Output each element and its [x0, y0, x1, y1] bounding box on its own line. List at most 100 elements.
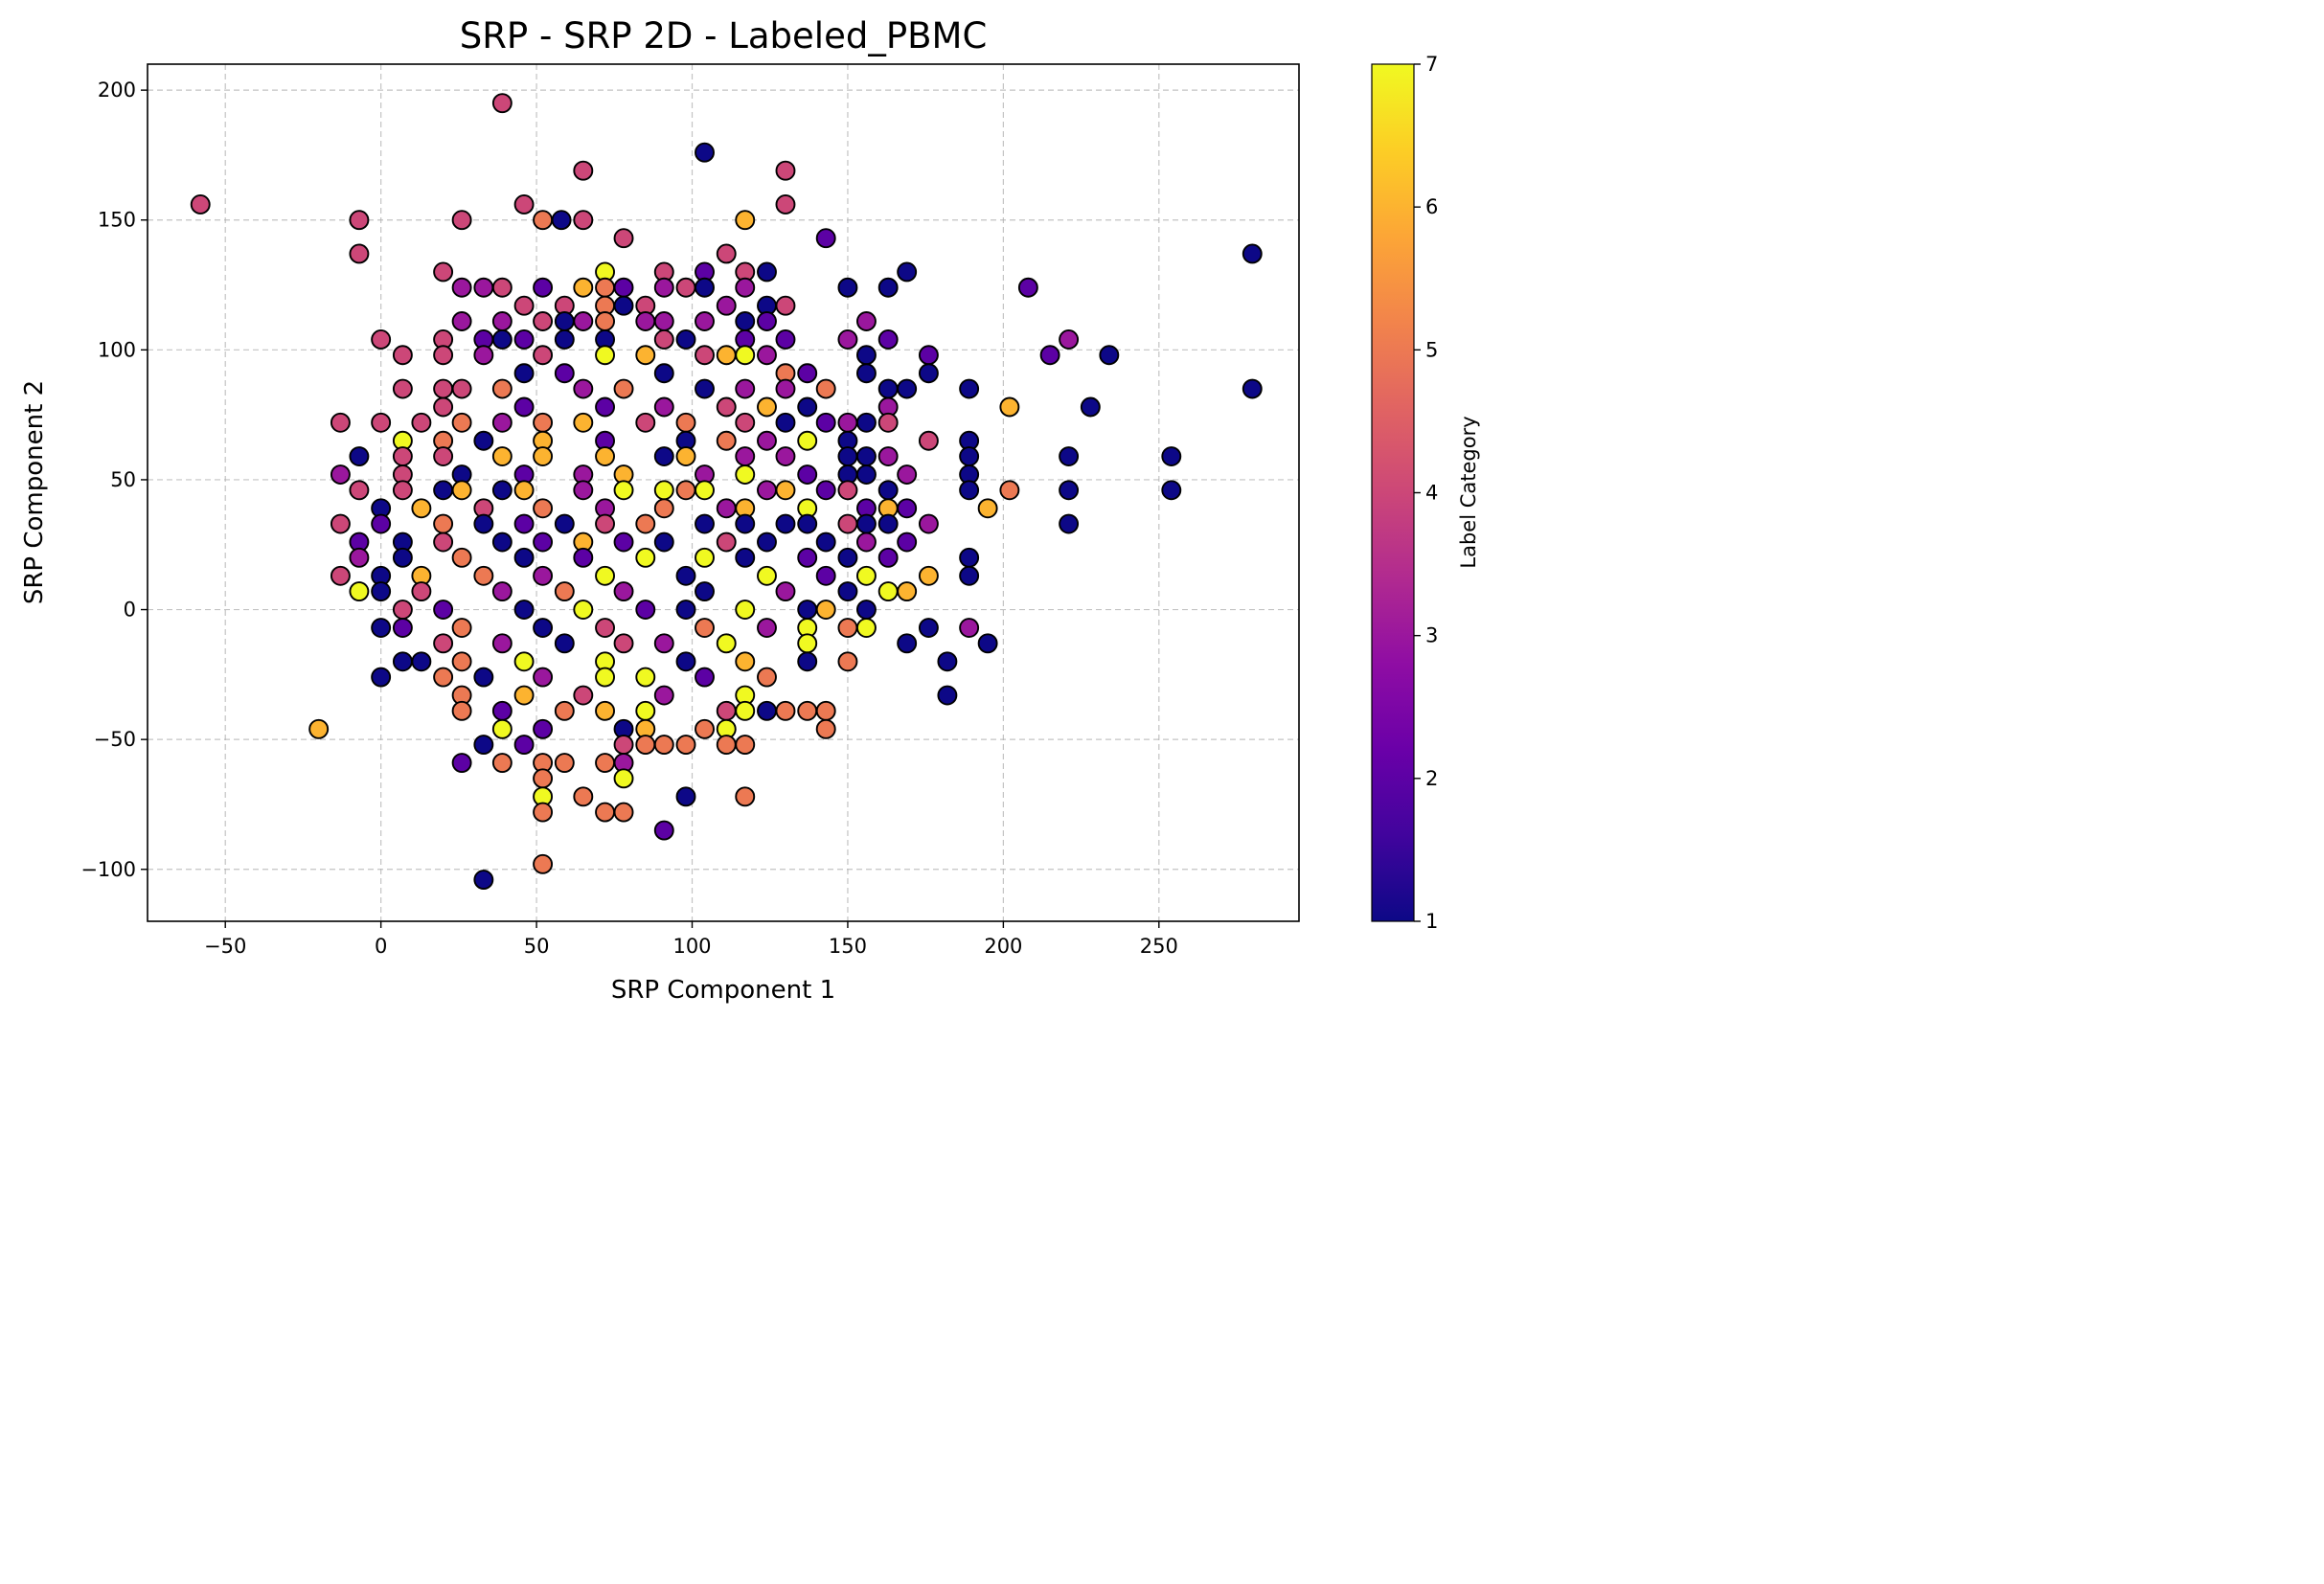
data-point [918, 565, 939, 586]
data-point [735, 345, 756, 366]
data-point [433, 446, 454, 466]
data-point [613, 735, 634, 756]
data-point [595, 802, 616, 823]
data-point [797, 633, 818, 654]
data-point [349, 480, 370, 501]
data-point [491, 329, 513, 350]
x-tick-label: 50 [524, 935, 550, 958]
data-point [716, 532, 737, 553]
colorbar-label: Label Category [1457, 416, 1480, 568]
data-point [653, 532, 674, 553]
data-point [653, 396, 674, 418]
data-point [855, 618, 877, 638]
y-axis-label: SRP Component 2 [20, 380, 49, 604]
data-point [473, 870, 494, 891]
x-tick-label: −50 [204, 935, 246, 958]
data-point [1161, 446, 1182, 466]
data-point [513, 685, 535, 706]
data-point [735, 547, 756, 568]
data-point [595, 345, 616, 366]
data-point [451, 210, 472, 231]
data-point [757, 618, 777, 638]
data-point [392, 378, 413, 399]
data-point [513, 600, 535, 620]
data-point [513, 547, 535, 568]
data-point [855, 565, 877, 586]
data-point [716, 633, 737, 654]
data-point [735, 446, 756, 466]
data-point [775, 446, 796, 466]
data-point [433, 513, 454, 534]
data-point [897, 261, 918, 283]
data-point [473, 345, 494, 366]
data-point [451, 618, 472, 638]
data-point [551, 210, 572, 231]
data-point [349, 243, 370, 264]
data-point [897, 498, 918, 519]
data-point [330, 464, 351, 485]
data-point [392, 651, 413, 672]
data-point [695, 142, 715, 163]
data-point [513, 480, 535, 501]
data-point [735, 378, 756, 399]
data-point [675, 480, 696, 501]
data-point [613, 480, 634, 501]
data-point [513, 194, 535, 215]
data-point [533, 618, 554, 638]
chart-title: SRP - SRP 2D - Labeled_PBMC [460, 15, 988, 57]
data-point [392, 547, 413, 568]
data-point [837, 412, 858, 433]
data-point [573, 786, 594, 807]
data-point [695, 618, 715, 638]
data-point [371, 513, 392, 534]
data-point [653, 363, 674, 384]
data-point [554, 753, 575, 774]
data-point [653, 480, 674, 501]
data-point [797, 363, 818, 384]
data-point [815, 412, 836, 433]
data-point [451, 412, 472, 433]
data-point [775, 513, 796, 534]
data-point [533, 802, 554, 823]
data-point [959, 565, 980, 586]
x-tick-label: 0 [375, 935, 387, 958]
colorbar-tick-label: 2 [1425, 767, 1438, 790]
data-point [573, 210, 594, 231]
data-point [533, 210, 554, 231]
data-point [757, 261, 777, 283]
data-point [653, 446, 674, 466]
x-tick-label: 150 [829, 935, 867, 958]
data-point [371, 667, 392, 688]
data-point [491, 93, 513, 114]
data-point [554, 329, 575, 350]
data-point [513, 329, 535, 350]
data-point [855, 363, 877, 384]
y-tick-label: 150 [98, 209, 136, 232]
x-axis-label: SRP Component 1 [611, 976, 835, 1005]
data-point [613, 532, 634, 553]
plot-frame [147, 63, 1300, 922]
data-point [775, 700, 796, 721]
data-point [533, 311, 554, 331]
data-point [491, 753, 513, 774]
data-point [877, 547, 899, 568]
data-point [451, 378, 472, 399]
data-point [595, 565, 616, 586]
data-point [491, 718, 513, 739]
data-point [695, 277, 715, 298]
data-point [573, 480, 594, 501]
data-point [433, 633, 454, 654]
data-point [392, 480, 413, 501]
data-point [491, 412, 513, 433]
data-point [573, 685, 594, 706]
data-point [797, 547, 818, 568]
data-point [757, 667, 777, 688]
data-point [433, 261, 454, 283]
data-points [190, 93, 1263, 891]
data-point [595, 700, 616, 721]
data-point [653, 498, 674, 519]
data-point [451, 753, 472, 774]
data-point [735, 464, 756, 485]
data-point [775, 378, 796, 399]
data-point [613, 277, 634, 298]
